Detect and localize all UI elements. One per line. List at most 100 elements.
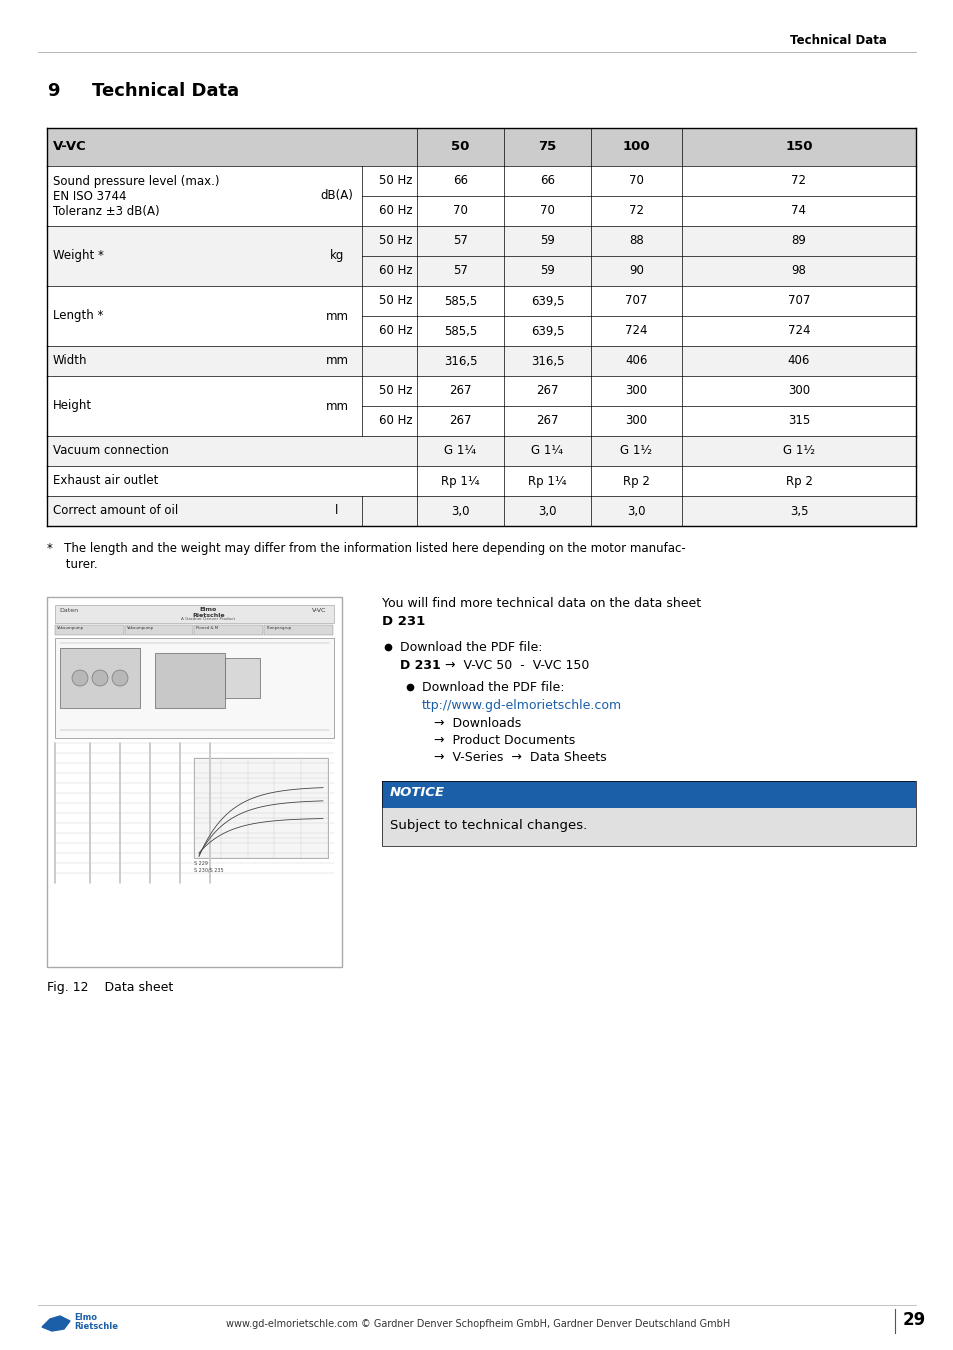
Bar <box>47 225 915 286</box>
Bar <box>47 377 915 436</box>
Text: →  Downloads: → Downloads <box>434 717 520 730</box>
Text: 50 Hz: 50 Hz <box>379 235 413 247</box>
Bar <box>154 653 225 707</box>
Text: G 1¹⁄₄: G 1¹⁄₄ <box>444 444 476 458</box>
Text: 300: 300 <box>787 385 809 397</box>
Text: D 231: D 231 <box>399 659 440 672</box>
Bar <box>264 625 333 634</box>
Bar <box>55 625 124 634</box>
Text: Pinned & M: Pinned & M <box>196 626 218 630</box>
Text: 57: 57 <box>453 235 468 247</box>
Text: 3,0: 3,0 <box>626 505 645 517</box>
Text: Subject to technical changes.: Subject to technical changes. <box>390 819 587 832</box>
Text: 267: 267 <box>536 385 558 397</box>
Text: 639,5: 639,5 <box>530 294 563 308</box>
Text: 585,5: 585,5 <box>443 324 476 338</box>
Text: Width: Width <box>53 355 88 367</box>
Text: →  V-VC 50  -  V-VC 150: → V-VC 50 - V-VC 150 <box>436 659 589 672</box>
Text: NOTICE: NOTICE <box>390 786 444 799</box>
Text: A Gardner Denver Product: A Gardner Denver Product <box>181 617 235 621</box>
Bar <box>381 809 915 846</box>
Bar <box>194 625 263 634</box>
Text: mm: mm <box>325 355 348 367</box>
Text: Download the PDF file:: Download the PDF file: <box>399 641 542 653</box>
Polygon shape <box>42 1316 70 1331</box>
Text: 3,0: 3,0 <box>537 505 557 517</box>
Text: 406: 406 <box>624 355 647 367</box>
Text: 3,0: 3,0 <box>451 505 469 517</box>
Text: Elmo: Elmo <box>74 1314 97 1322</box>
Text: 150: 150 <box>784 140 812 154</box>
Text: 315: 315 <box>787 414 809 428</box>
Text: 60 Hz: 60 Hz <box>379 265 413 278</box>
Text: G 1¹⁄₂: G 1¹⁄₂ <box>782 444 814 458</box>
Text: V-VC: V-VC <box>53 140 87 154</box>
Text: 316,5: 316,5 <box>443 355 476 367</box>
Text: www.gd-elmorietschle.com © Gardner Denver Schopfheim GmbH, Gardner Denver Deutsc: www.gd-elmorietschle.com © Gardner Denve… <box>226 1319 729 1328</box>
Text: 70: 70 <box>539 204 555 217</box>
Bar <box>381 782 915 809</box>
Text: 724: 724 <box>624 324 647 338</box>
Text: 90: 90 <box>628 265 643 278</box>
Text: Technical Data: Technical Data <box>789 34 886 47</box>
Text: 60 Hz: 60 Hz <box>379 324 413 338</box>
Bar <box>47 128 915 166</box>
Text: Fig. 12    Data sheet: Fig. 12 Data sheet <box>47 981 173 994</box>
Text: Elmo
Rietschle: Elmo Rietschle <box>192 608 225 618</box>
Text: turer.: turer. <box>47 558 97 571</box>
Text: Download the PDF file:: Download the PDF file: <box>421 680 564 694</box>
Text: 300: 300 <box>625 385 647 397</box>
Bar <box>55 605 334 622</box>
Bar <box>47 166 915 225</box>
Text: 724: 724 <box>787 324 809 338</box>
Text: 66: 66 <box>453 174 468 188</box>
Text: 3,5: 3,5 <box>789 505 807 517</box>
Text: 66: 66 <box>539 174 555 188</box>
Text: 60 Hz: 60 Hz <box>379 414 413 428</box>
Text: 57: 57 <box>453 265 468 278</box>
Text: 50: 50 <box>451 140 469 154</box>
Circle shape <box>91 670 108 686</box>
Text: 406: 406 <box>787 355 809 367</box>
Text: Technical Data: Technical Data <box>91 82 239 100</box>
Text: G 1¹⁄₄: G 1¹⁄₄ <box>531 444 563 458</box>
Text: 639,5: 639,5 <box>530 324 563 338</box>
Text: ttp://www.gd-elmorietschle.com: ttp://www.gd-elmorietschle.com <box>421 699 621 711</box>
Text: 70: 70 <box>453 204 468 217</box>
Text: 585,5: 585,5 <box>443 294 476 308</box>
Text: Sound pressure level (max.)
EN ISO 3744
Toleranz ±3 dB(A): Sound pressure level (max.) EN ISO 3744 … <box>53 174 219 217</box>
Text: Vacuum connection: Vacuum connection <box>53 444 169 458</box>
Text: 98: 98 <box>791 265 805 278</box>
Text: 267: 267 <box>449 414 471 428</box>
Text: 300: 300 <box>625 414 647 428</box>
Text: Vakuumpump: Vakuumpump <box>57 626 84 630</box>
Text: 29: 29 <box>902 1311 925 1328</box>
Bar <box>47 346 915 377</box>
Text: 70: 70 <box>628 174 643 188</box>
Text: Exhaust air outlet: Exhaust air outlet <box>53 474 158 487</box>
Circle shape <box>112 670 128 686</box>
Text: 50 Hz: 50 Hz <box>379 294 413 308</box>
Text: 60 Hz: 60 Hz <box>379 204 413 217</box>
Text: Rietschle: Rietschle <box>74 1322 118 1331</box>
Text: Rp 2: Rp 2 <box>622 474 649 487</box>
Bar <box>47 495 915 526</box>
Text: kg: kg <box>330 250 344 262</box>
Bar <box>125 625 193 634</box>
Bar <box>55 639 334 738</box>
Text: l: l <box>335 505 338 517</box>
Bar <box>47 436 915 466</box>
Text: V-VC: V-VC <box>312 608 326 613</box>
Text: Length *: Length * <box>53 309 103 323</box>
Text: D 231: D 231 <box>381 616 425 628</box>
Bar <box>60 648 140 707</box>
Text: mm: mm <box>325 309 348 323</box>
Text: 50 Hz: 50 Hz <box>379 174 413 188</box>
Text: 59: 59 <box>539 235 555 247</box>
Text: 707: 707 <box>624 294 647 308</box>
Text: 75: 75 <box>537 140 556 154</box>
Text: 707: 707 <box>787 294 809 308</box>
Text: 74: 74 <box>791 204 805 217</box>
Text: Daten: Daten <box>59 608 78 613</box>
Text: S 229: S 229 <box>193 861 208 865</box>
